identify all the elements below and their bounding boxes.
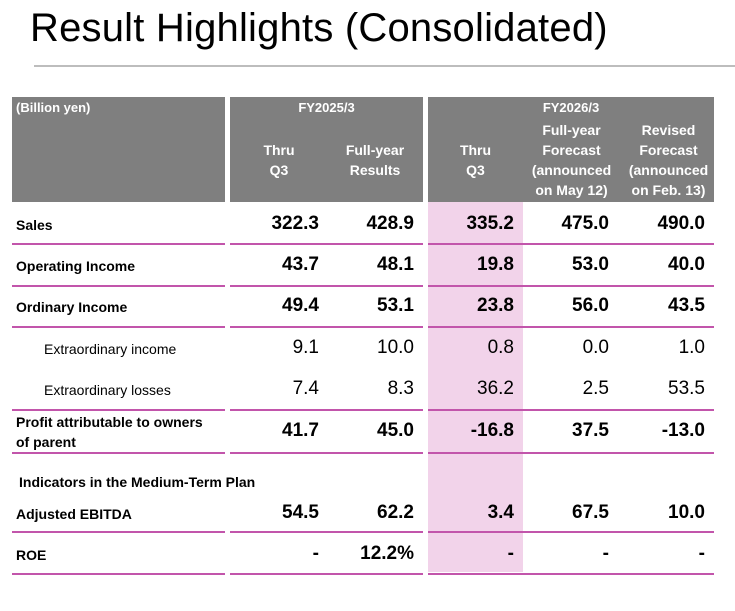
cell-value: 36.2 [477,378,514,399]
row-label: Extraordinary losses [44,382,171,398]
cell-value: 53.0 [572,254,609,275]
row-label: Profit attributable to owners of parent [16,414,203,450]
row-divider [12,409,225,411]
cell-value: 10.0 [668,502,705,523]
cell-value: 19.8 [477,254,514,275]
row-label: Ordinary Income [16,299,128,315]
row-label: Adjusted EBITDA [16,506,132,522]
row-divider [12,326,225,328]
row-label: Extraordinary income [44,341,177,357]
cell-value: 335.2 [466,213,514,234]
cell-value: 322.3 [271,213,319,234]
row-label: ROE [16,547,47,563]
col-header-fy2026-thru-q3: Thru Q3 [459,142,492,178]
cell-value: 40.0 [668,254,705,275]
row-divider [12,285,225,287]
cell-value: 428.9 [366,213,414,234]
cell-value: 12.2% [360,543,414,564]
col-header-fy2026-forecast: Full-year Forecast (announced on May 12) [531,122,612,198]
cell-value: 0.8 [487,337,514,358]
cell-value: 48.1 [377,254,414,275]
col-header-fy2026-revised-forecast: Revised Forecast (announced on Feb. 13) [628,122,709,198]
cell-value: 53.5 [668,378,705,399]
row-divider [12,573,225,575]
row-divider [428,326,714,328]
period-fy2025: FY2025/3 [298,100,355,115]
cell-value: 54.5 [282,502,319,523]
current-period-highlight [428,202,523,572]
cell-value: 23.8 [477,295,514,316]
cell-value: 67.5 [572,502,609,523]
cell-value: 41.7 [282,420,319,441]
cell-value: - [507,543,514,564]
header-fy2025: FY2025/3 Thru Q3 Full-year Results [230,97,423,202]
col-header-fy2025-full-year: Full-year Results [345,142,405,178]
cell-value: 45.0 [377,420,414,441]
cell-value: - [602,543,609,564]
row-divider [230,573,423,575]
cell-value: 1.0 [678,337,705,358]
header-unit-cell: (Billion yen) [12,97,225,202]
page-title: Result Highlights (Consolidated) [30,6,608,50]
cell-value: - [312,543,319,564]
cell-value: -16.8 [470,420,514,441]
cell-value: 9.1 [292,337,319,358]
cell-value: - [698,543,705,564]
row-divider [230,285,423,287]
row-divider [428,573,714,575]
cell-value: 2.5 [582,378,609,399]
title-divider [34,65,735,67]
cell-value: 475.0 [561,213,609,234]
row-divider [428,243,714,245]
cell-value: 3.4 [487,502,514,523]
indicators-title: Indicators in the Medium-Term Plan [19,474,256,490]
cell-value: 0.0 [582,337,609,358]
row-label: Sales [16,217,53,233]
row-divider [428,531,714,533]
row-divider [12,243,225,245]
cell-value: 490.0 [657,213,705,234]
cell-value: 10.0 [377,337,414,358]
row-divider [230,409,423,411]
cell-value: 43.5 [668,295,705,316]
row-divider [428,285,714,287]
cell-value: 53.1 [377,295,414,316]
cell-value: 8.3 [387,378,414,399]
row-divider [230,531,423,533]
cell-value: 49.4 [282,295,319,316]
row-divider [428,409,714,411]
row-divider [230,452,423,454]
period-fy2026: FY2026/3 [542,100,600,115]
row-divider [230,326,423,328]
cell-value: 62.2 [377,502,414,523]
cell-value: 7.4 [292,378,319,399]
cell-value: 43.7 [282,254,319,275]
row-divider [230,243,423,245]
cell-value: 56.0 [572,295,609,316]
cell-value: 37.5 [572,420,609,441]
header-fy2026: FY2026/3 Thru Q3 Full-year Forecast (announ… [428,97,714,202]
row-divider [12,531,225,533]
cell-value: -13.0 [661,420,705,441]
row-divider [12,452,225,454]
row-label: Operating Income [16,258,136,274]
col-header-fy2025-thru-q3: Thru Q3 [263,142,295,178]
unit-label: (Billion yen) [16,100,91,115]
row-divider [428,452,714,454]
